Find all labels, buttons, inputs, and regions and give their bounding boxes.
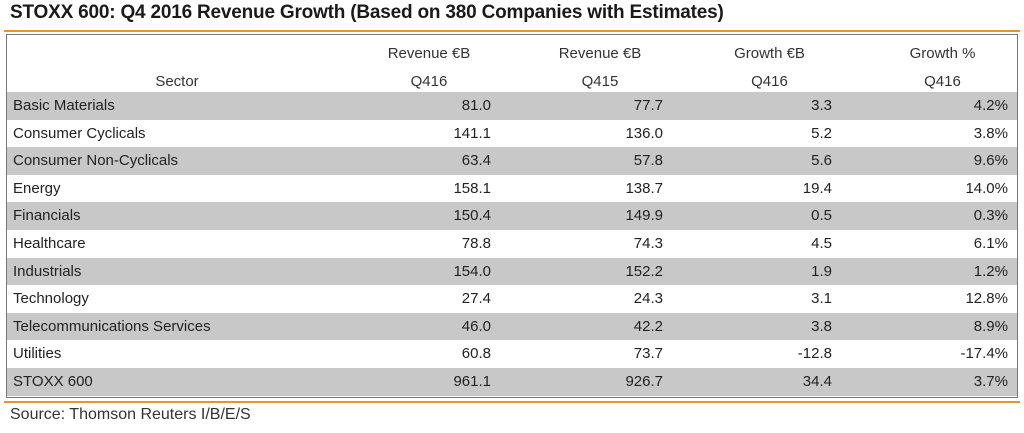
growth-eur-cell: 19.4 bbox=[802, 179, 832, 197]
growth-eur-cell: 3.8 bbox=[811, 317, 832, 335]
revenue-q416-cell: 27.4 bbox=[461, 290, 491, 308]
header-revenue-q415-label: Revenue €B bbox=[558, 45, 642, 62]
growth-eur-cell: 4.5 bbox=[811, 234, 832, 252]
growth-pct-cell: 4.2% bbox=[973, 97, 1008, 114]
sector-cell: Financials bbox=[13, 207, 81, 225]
revenue-q416-cell: 158.1 bbox=[453, 179, 491, 197]
table-body: Basic Materials 81.0 77.7 3.3 4.2% Consu… bbox=[7, 92, 1017, 396]
growth-pct-cell: 1.2% bbox=[973, 262, 1008, 280]
table-row: Telecommunications Services 46.0 42.2 3.… bbox=[7, 312, 1017, 341]
revenue-q416-cell: 154.0 bbox=[453, 262, 491, 280]
table-row: Financials 150.4 149.9 0.5 0.3% bbox=[7, 202, 1017, 230]
sector-cell: Industrials bbox=[13, 262, 82, 280]
revenue-q415-cell: 138.7 bbox=[625, 179, 663, 197]
header-growth-eur-label: Growth €B bbox=[734, 45, 805, 62]
header-revenue-q415-period: Q415 bbox=[581, 73, 619, 90]
sector-cell: Basic Materials bbox=[13, 97, 115, 114]
growth-pct-cell: -17.4% bbox=[960, 345, 1008, 363]
growth-eur-cell: -12.8 bbox=[797, 345, 832, 363]
table-row: Utilities 60.8 73.7 -12.8 -17.4% bbox=[7, 340, 1017, 368]
growth-eur-cell: 0.5 bbox=[811, 207, 832, 225]
total-revenue-q415-cell: 926.7 bbox=[625, 372, 663, 390]
growth-pct-cell: 8.9% bbox=[973, 317, 1008, 335]
revenue-q415-cell: 57.8 bbox=[633, 152, 663, 170]
revenue-q416-cell: 63.4 bbox=[461, 152, 491, 170]
growth-pct-cell: 12.8% bbox=[965, 290, 1008, 308]
growth-pct-cell: 3.8% bbox=[973, 124, 1008, 142]
source-note: Source: Thomson Reuters I/B/E/S bbox=[10, 406, 251, 423]
sector-cell: Technology bbox=[13, 290, 89, 308]
sector-cell: Consumer Cyclicals bbox=[13, 124, 146, 142]
title-divider bbox=[4, 30, 1020, 32]
header-sector: Sector bbox=[155, 73, 199, 90]
total-growth-eur-cell: 34.4 bbox=[802, 372, 832, 390]
growth-pct-cell: 0.3% bbox=[973, 207, 1008, 225]
growth-eur-cell: 3.3 bbox=[811, 97, 832, 114]
total-revenue-q416-cell: 961.1 bbox=[453, 372, 491, 390]
growth-pct-cell: 6.1% bbox=[973, 234, 1008, 252]
revenue-q416-cell: 150.4 bbox=[453, 207, 491, 225]
revenue-q416-cell: 60.8 bbox=[461, 345, 491, 363]
revenue-q415-cell: 152.2 bbox=[625, 262, 663, 280]
revenue-table: Sector Revenue €B Q416 Revenue €B Q415 G… bbox=[6, 34, 1018, 398]
growth-pct-cell: 9.6% bbox=[973, 152, 1008, 170]
total-sector-cell: STOXX 600 bbox=[13, 372, 93, 390]
growth-eur-cell: 5.6 bbox=[811, 152, 832, 170]
table-row: Consumer Cyclicals 141.1 136.0 5.2 3.8% bbox=[7, 120, 1017, 148]
table-row: Basic Materials 81.0 77.7 3.3 4.2% bbox=[7, 92, 1017, 120]
sector-cell: Energy bbox=[13, 179, 61, 197]
revenue-q416-cell: 46.0 bbox=[461, 317, 491, 335]
revenue-q415-cell: 136.0 bbox=[625, 124, 663, 142]
revenue-q415-cell: 73.7 bbox=[633, 345, 663, 363]
growth-eur-cell: 5.2 bbox=[811, 124, 832, 142]
growth-pct-cell: 14.0% bbox=[965, 179, 1008, 197]
revenue-q415-cell: 42.2 bbox=[633, 317, 663, 335]
table-row: Consumer Non-Cyclicals 63.4 57.8 5.6 9.6… bbox=[7, 147, 1017, 175]
total-growth-pct-cell: 3.7% bbox=[973, 372, 1008, 390]
table-row: Industrials 154.0 152.2 1.9 1.2% bbox=[7, 257, 1017, 286]
table-header: Sector Revenue €B Q416 Revenue €B Q415 G… bbox=[7, 35, 1017, 92]
growth-eur-cell: 3.1 bbox=[811, 290, 832, 308]
header-revenue-q416-label: Revenue €B bbox=[387, 45, 471, 62]
sector-cell: Healthcare bbox=[13, 234, 86, 252]
header-growth-eur-period: Q416 bbox=[751, 73, 788, 90]
header-growth-pct-period: Q416 bbox=[924, 73, 961, 90]
sector-cell: Utilities bbox=[13, 345, 62, 363]
revenue-q415-cell: 24.3 bbox=[633, 290, 663, 308]
footer-divider bbox=[4, 401, 1020, 403]
revenue-q416-cell: 81.0 bbox=[461, 97, 491, 114]
growth-eur-cell: 1.9 bbox=[811, 262, 832, 280]
table-total-row: STOXX 600 961.1 926.7 34.4 3.7% bbox=[7, 367, 1017, 396]
revenue-q416-cell: 78.8 bbox=[461, 234, 491, 252]
sector-cell: Telecommunications Services bbox=[13, 317, 211, 335]
revenue-q416-cell: 141.1 bbox=[453, 124, 491, 142]
header-revenue-q416-period: Q416 bbox=[410, 73, 448, 90]
header-growth-pct-label: Growth % bbox=[909, 45, 976, 62]
table-row: Energy 158.1 138.7 19.4 14.0% bbox=[7, 175, 1017, 203]
revenue-q415-cell: 74.3 bbox=[633, 234, 663, 252]
revenue-q415-cell: 149.9 bbox=[625, 207, 663, 225]
table-row: Healthcare 78.8 74.3 4.5 6.1% bbox=[7, 230, 1017, 258]
sector-cell: Consumer Non-Cyclicals bbox=[13, 152, 179, 170]
revenue-q415-cell: 77.7 bbox=[633, 97, 663, 114]
table-row: Technology 27.4 24.3 3.1 12.8% bbox=[7, 285, 1017, 313]
page-title: STOXX 600: Q4 2016 Revenue Growth (Based… bbox=[10, 2, 724, 23]
